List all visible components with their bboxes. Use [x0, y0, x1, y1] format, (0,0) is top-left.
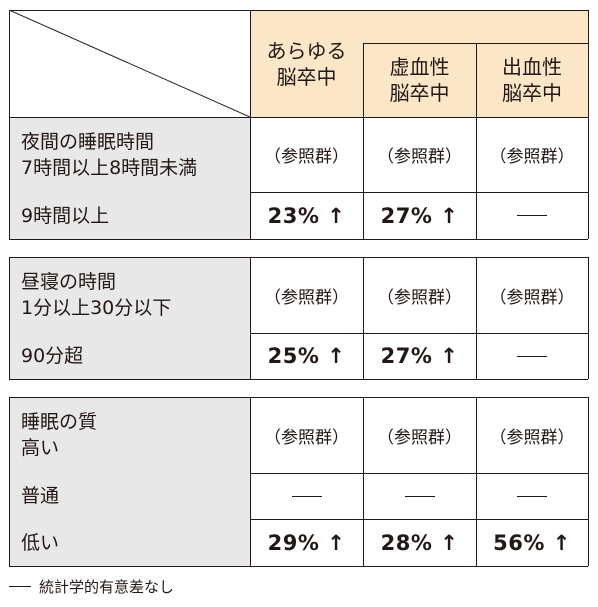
section-col-divider	[363, 257, 364, 379]
not-significant-cell: —	[476, 192, 588, 239]
row-border	[9, 239, 588, 240]
reference-group-cell: （参照群）	[476, 257, 588, 333]
header-col-divider	[250, 10, 251, 117]
section-top-border	[9, 257, 588, 258]
risk-increase-cell: 56% ↑	[476, 519, 588, 566]
reference-label: （参照群）	[264, 287, 349, 308]
row-label: 9時間以上	[9, 192, 250, 239]
section-col-divider	[363, 117, 364, 239]
risk-increase-value: 25% ↑	[267, 344, 346, 368]
risk-increase-cell: 29% ↑	[250, 519, 363, 566]
reference-label: （参照群）	[489, 147, 575, 167]
reference-group-cell: （参照群）	[363, 397, 476, 473]
row-label: 普通	[9, 473, 250, 519]
reference-label: （参照群）	[377, 147, 462, 167]
section-left-border	[9, 257, 10, 379]
header-any-stroke: あらゆる 脳卒中	[266, 38, 347, 89]
reference-label: （参照群）	[377, 427, 462, 448]
dash-mark	[291, 495, 322, 497]
reference-label: （参照群）	[264, 147, 349, 167]
header-top-border	[9, 10, 588, 11]
header-background	[250, 10, 588, 117]
section-col-divider	[476, 117, 477, 239]
header-right-border	[588, 10, 589, 117]
section-col-divider	[476, 257, 477, 379]
not-significant-cell: —	[363, 473, 476, 519]
row-border	[9, 333, 588, 334]
row-label: 睡眠の質 高い	[9, 397, 250, 473]
risk-increase-cell: 28% ↑	[363, 519, 476, 566]
row-label: 90分超	[9, 333, 250, 379]
risk-increase-cell: 25% ↑	[250, 333, 363, 379]
header-hemorrhagic-stroke: 出血性 脳卒中	[502, 55, 562, 105]
row-border	[9, 473, 588, 474]
section-top-border	[9, 397, 588, 398]
footnote: 統計学的有意差なし	[9, 576, 174, 597]
reference-label: （参照群）	[489, 427, 575, 448]
reference-group-cell: （参照群）	[250, 397, 363, 473]
header-ischemic-stroke: 虚血性 脳卒中	[389, 55, 450, 105]
reference-group-cell: （参照群）	[250, 257, 363, 333]
reference-label: （参照群）	[377, 287, 462, 308]
risk-increase-value: 28% ↑	[380, 530, 459, 555]
section-col-divider	[250, 117, 251, 239]
reference-label: （参照群）	[264, 427, 349, 448]
row-label: 低い	[9, 519, 250, 566]
row-border	[9, 192, 588, 193]
footnote-dash-mark	[9, 586, 31, 587]
section-top-border	[9, 117, 588, 118]
corner-diagonal	[9, 10, 250, 117]
risk-increase-value: 56% ↑	[493, 530, 571, 555]
footnote-text: 統計学的有意差なし	[39, 578, 175, 596]
not-significant-cell: —	[476, 333, 588, 379]
row-border	[9, 566, 588, 567]
reference-group-cell: （参照群）	[363, 257, 476, 333]
risk-increase-value: 27% ↑	[380, 344, 459, 368]
risk-increase-cell: 27% ↑	[363, 192, 476, 239]
dash-mark	[517, 355, 547, 357]
reference-group-cell: （参照群）	[363, 117, 476, 192]
dash-mark	[517, 495, 547, 497]
section-col-divider	[250, 257, 251, 379]
row-border	[9, 379, 588, 380]
risk-increase-value: 29% ↑	[267, 530, 346, 555]
section-left-border	[9, 117, 10, 239]
dash-mark	[517, 215, 547, 216]
section-col-divider	[250, 397, 251, 566]
row-label: 昼寝の時間 1分以上30分以下	[9, 257, 250, 333]
section-right-border	[588, 257, 589, 379]
row-border	[9, 519, 588, 520]
risk-increase-value: 27% ↑	[380, 203, 459, 228]
reference-group-cell: （参照群）	[476, 117, 588, 192]
header-col-divider	[476, 43, 477, 117]
not-significant-cell: —	[476, 473, 588, 519]
risk-increase-cell: 23% ↑	[250, 192, 363, 239]
row-label: 夜間の睡眠時間 7時間以上8時間未満	[9, 117, 250, 192]
header-subdivider	[363, 43, 588, 44]
section-right-border	[588, 397, 589, 566]
reference-label: （参照群）	[489, 287, 575, 308]
reference-group-cell: （参照群）	[250, 117, 363, 192]
dash-mark	[404, 495, 435, 497]
header-left-border	[9, 10, 10, 117]
not-significant-cell: —	[250, 473, 363, 519]
section-col-divider	[363, 397, 364, 566]
section-right-border	[588, 117, 589, 239]
risk-increase-cell: 27% ↑	[363, 333, 476, 379]
section-col-divider	[476, 397, 477, 566]
header-col-divider	[363, 43, 364, 117]
reference-group-cell: （参照群）	[476, 397, 588, 473]
section-left-border	[9, 397, 10, 566]
risk-increase-value: 23% ↑	[267, 203, 346, 228]
